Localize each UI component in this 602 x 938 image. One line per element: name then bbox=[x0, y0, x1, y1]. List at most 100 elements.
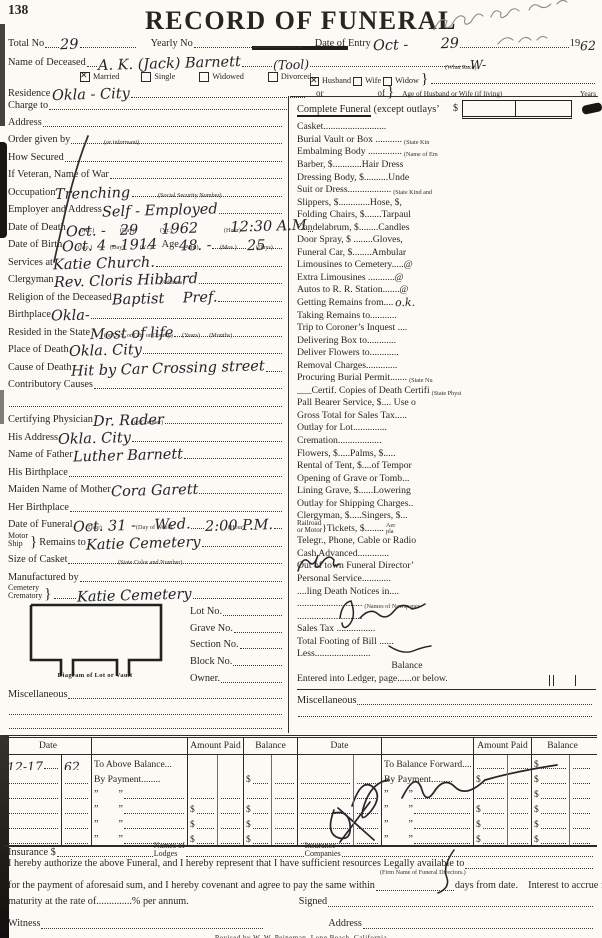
handwritten-note: (Tool) bbox=[272, 56, 309, 73]
balance-cell bbox=[243, 755, 271, 770]
legal-text: for the payment of aforesaid sum, and I … bbox=[8, 880, 375, 891]
desc-cell: To Above Balance... bbox=[91, 755, 187, 770]
charge-item: Extra Limousines ...........@ bbox=[297, 271, 598, 284]
cents-cell-right bbox=[569, 770, 593, 785]
dotted-blank bbox=[221, 672, 282, 683]
dotted-blank bbox=[123, 818, 184, 829]
cemetery-crematory-stack: Cemetery Crematory bbox=[8, 583, 43, 600]
field-label: Date of Funeral bbox=[8, 519, 73, 530]
amount-cell-right: $ bbox=[473, 830, 507, 845]
dotted-blank bbox=[465, 858, 593, 869]
cents-cell bbox=[271, 785, 297, 800]
charge-item-text: Less....................... bbox=[297, 648, 371, 660]
dotted-blank bbox=[164, 413, 282, 424]
dotted-blank bbox=[431, 73, 595, 84]
cents-cell bbox=[271, 770, 297, 785]
charge-item-hint: (State Kin bbox=[404, 138, 430, 146]
dollar-sign: $ bbox=[534, 760, 539, 770]
amount-cell-right: $ bbox=[473, 800, 507, 815]
field-hint: (Social Security Number) bbox=[158, 191, 222, 199]
date-header-right: Date bbox=[297, 738, 381, 754]
field-label: Her Birthplace bbox=[8, 501, 69, 513]
amount-entry-box bbox=[462, 100, 572, 119]
field-hint: (or informant) bbox=[104, 139, 140, 147]
dotted-blank bbox=[301, 803, 350, 814]
dotted-blank bbox=[301, 833, 350, 844]
year-cell-right bbox=[353, 755, 381, 770]
charge-items-list: Casket.......................... Burial … bbox=[297, 120, 598, 660]
field-certifying-physician: Certifying Physician Dr. Rader (or Coron… bbox=[8, 408, 286, 430]
charge-item: Trip to Coroner’s Inquest .... bbox=[297, 321, 598, 334]
dotted-blank bbox=[511, 833, 528, 844]
ditto-marks: ” ” bbox=[384, 819, 413, 830]
date-cell bbox=[5, 770, 61, 785]
field-label: Lot No. bbox=[190, 605, 223, 617]
charge-item: Limousines to Cemetery.....@ bbox=[297, 258, 598, 271]
field-hint: (Yrs.) bbox=[184, 244, 199, 252]
amount-cell-right: $ bbox=[473, 815, 507, 830]
dotted-blank bbox=[8, 788, 58, 799]
handwritten-value: Okla- bbox=[50, 307, 90, 325]
dotted-blank bbox=[9, 704, 282, 715]
charge-item: ....ling Death Notices in.... bbox=[297, 584, 598, 597]
field-label: If Veteran, Name of War bbox=[8, 169, 109, 180]
charge-item: Lining Grave, $......Lowering bbox=[297, 484, 598, 497]
charge-item-text: Casket.......................... bbox=[297, 121, 387, 133]
cents-cell-right bbox=[507, 755, 531, 770]
dotted-blank bbox=[45, 37, 60, 48]
brace-glyph: } bbox=[420, 71, 429, 87]
handwritten-value: Luther Barnett bbox=[72, 446, 183, 466]
page-number: 138 bbox=[8, 2, 29, 17]
balance-label: Balance bbox=[391, 659, 423, 671]
field-label: Place of Death bbox=[8, 344, 69, 355]
charge-item: Railroad or Motor}Tickets, $........ Aer p… bbox=[297, 520, 598, 535]
field-label: Owner. bbox=[190, 672, 221, 684]
charge-item: Personal Service............ bbox=[297, 572, 598, 585]
payment-table-headers: Date Amount Paid Balance Date Amount Pai… bbox=[5, 738, 597, 755]
dotted-blank bbox=[109, 168, 282, 179]
charge-item: Door Spray, $ ........Gloves, bbox=[297, 233, 598, 246]
charge-item-text: Delivering Box to............ bbox=[297, 334, 397, 346]
dollar-sign: $ bbox=[246, 820, 251, 830]
field-label: Resided in the State bbox=[8, 326, 91, 338]
dotted-blank bbox=[54, 588, 77, 599]
charge-item: Folding Chairs, $.......Tarpaul bbox=[297, 208, 598, 221]
field-hint: (State Color and Number) bbox=[118, 559, 183, 567]
marital-status-row: Married Single Widowed Divorced bbox=[8, 68, 596, 82]
checkbox-widow bbox=[383, 77, 393, 86]
field-label: Address bbox=[8, 116, 42, 128]
dotted-blank bbox=[123, 833, 184, 844]
blank-header bbox=[91, 738, 187, 754]
lot-field-row: Owner. bbox=[190, 667, 286, 684]
dollar-sign: $ bbox=[246, 805, 251, 815]
dotted-blank bbox=[132, 431, 282, 442]
payment-tables: Date Amount Paid Balance Date Amount Pai… bbox=[5, 735, 597, 847]
dotted-blank bbox=[540, 818, 566, 829]
ledger-cell-mark bbox=[575, 674, 577, 686]
charge-item: Gross Total for Sales Tax..... bbox=[297, 409, 598, 422]
dotted-blank bbox=[223, 605, 282, 616]
dollar-sign: $ bbox=[476, 775, 481, 785]
dotted-blank bbox=[357, 803, 378, 814]
dotted-blank bbox=[573, 833, 590, 844]
field-label: Miscellaneous bbox=[297, 694, 357, 706]
field-date-of-funeral: Date of Funeral Oct. 31 - Wed. 2:00 P.M.… bbox=[8, 513, 286, 536]
dotted-blank bbox=[65, 803, 88, 814]
charge-item-text: Telegr., Phone, Cable or Radio bbox=[297, 535, 417, 547]
charge-item-text: ........................... bbox=[297, 598, 363, 610]
balance-cell-right: $ bbox=[531, 755, 569, 770]
balance-cell-right: $ bbox=[531, 770, 569, 785]
date-cell-right bbox=[297, 830, 353, 845]
amount-paid-header-right: Amount Paid bbox=[473, 738, 531, 754]
date-header: Date bbox=[39, 741, 57, 751]
amount-cell: $ bbox=[187, 815, 217, 830]
year-cell-right bbox=[353, 785, 381, 800]
firm-name-hint: (Firm Name of Funeral Directors.) bbox=[380, 869, 466, 876]
field-date-of-birth: Date of Birth Oct. 4 - 1914 Age 48. - 25… bbox=[8, 233, 286, 255]
payment-row: ” ” ” ” $ bbox=[5, 785, 597, 800]
checkbox-divorced bbox=[267, 72, 278, 82]
blank-header-right bbox=[381, 738, 473, 754]
balance-cell: $ bbox=[243, 830, 271, 845]
year-cell bbox=[61, 830, 91, 845]
balance-cell-right: $ bbox=[531, 815, 569, 830]
